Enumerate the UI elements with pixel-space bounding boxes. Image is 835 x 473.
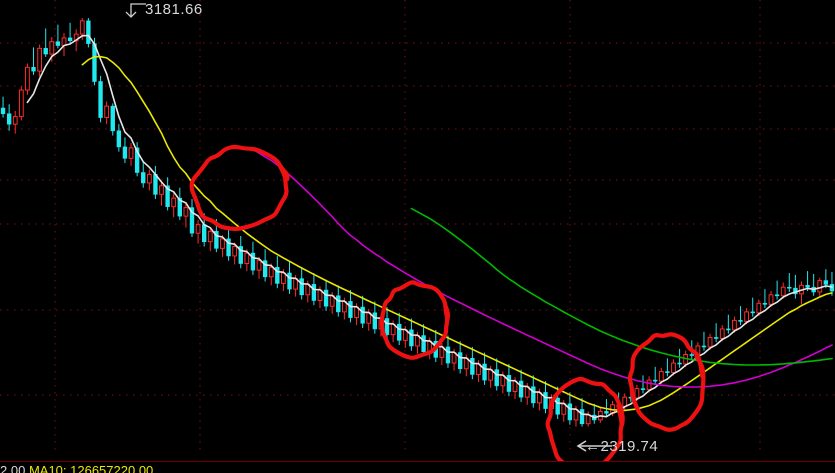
volume-ma-value: 126657220.00 — [70, 463, 154, 473]
volume-ma-label: MA10: — [28, 463, 67, 473]
volume-legend: 2.00 MA10: 126657220.00 — [0, 464, 153, 473]
high-price-label: 3181.66 — [145, 1, 203, 18]
red-circle-annotations — [189, 144, 706, 472]
circle-2 — [379, 280, 451, 360]
circle-3 — [545, 376, 625, 472]
circle-1 — [189, 144, 290, 232]
grid-lines — [0, 0, 835, 455]
price-marker-lines — [125, 3, 612, 452]
circle-4 — [627, 332, 706, 432]
volume-pane: 2.00 MA10: 126657220.00 — [0, 461, 835, 473]
volume-value-prefix: 2.00 — [0, 463, 26, 473]
pane-separator — [0, 461, 835, 462]
low-price-label: ←2319.74 — [585, 438, 659, 455]
